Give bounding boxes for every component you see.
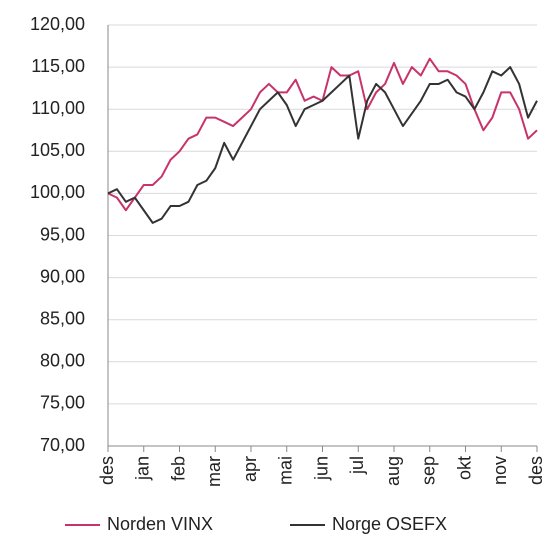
x-tick-label: nov: [490, 456, 510, 485]
series-line: [107, 66, 538, 224]
y-tick-label: 75,00: [40, 393, 85, 413]
x-tick-label: jul: [347, 456, 367, 475]
x-tick-label: des: [97, 456, 117, 485]
legend-label: Norge OSEFX: [332, 514, 447, 534]
x-tick-label: jan: [133, 456, 153, 481]
x-tick-label: des: [526, 456, 544, 485]
x-tick-label: feb: [168, 456, 188, 481]
y-tick-label: 120,00: [30, 14, 85, 34]
y-tick-label: 85,00: [40, 308, 85, 328]
y-tick-label: 115,00: [31, 56, 85, 76]
x-tick-label: aug: [383, 456, 403, 486]
x-tick-label: okt: [454, 456, 474, 480]
x-tick-label: mai: [276, 456, 296, 485]
x-tick-label: mar: [204, 456, 224, 487]
y-tick-label: 95,00: [40, 224, 85, 244]
legend-label: Norden VINX: [107, 514, 213, 534]
x-tick-label: jun: [311, 456, 331, 481]
y-tick-label: 110,00: [31, 98, 85, 118]
x-tick-label: apr: [240, 456, 260, 482]
y-tick-label: 100,00: [30, 182, 85, 202]
y-tick-label: 80,00: [40, 351, 85, 371]
y-tick-label: 90,00: [40, 266, 85, 286]
x-tick-label: sep: [419, 456, 439, 485]
series-line: [107, 57, 538, 212]
y-tick-label: 105,00: [30, 140, 85, 160]
y-tick-label: 70,00: [40, 435, 85, 455]
